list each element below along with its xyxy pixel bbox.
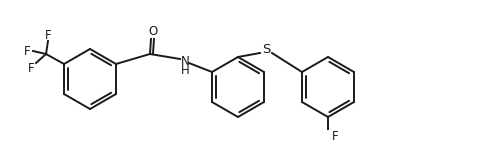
Text: N: N [180,55,190,67]
Text: F: F [332,130,338,142]
Text: S: S [262,43,270,55]
Text: O: O [148,24,158,38]
Text: F: F [28,61,34,75]
Text: F: F [24,45,30,57]
Text: H: H [180,63,190,77]
Text: F: F [44,28,52,41]
